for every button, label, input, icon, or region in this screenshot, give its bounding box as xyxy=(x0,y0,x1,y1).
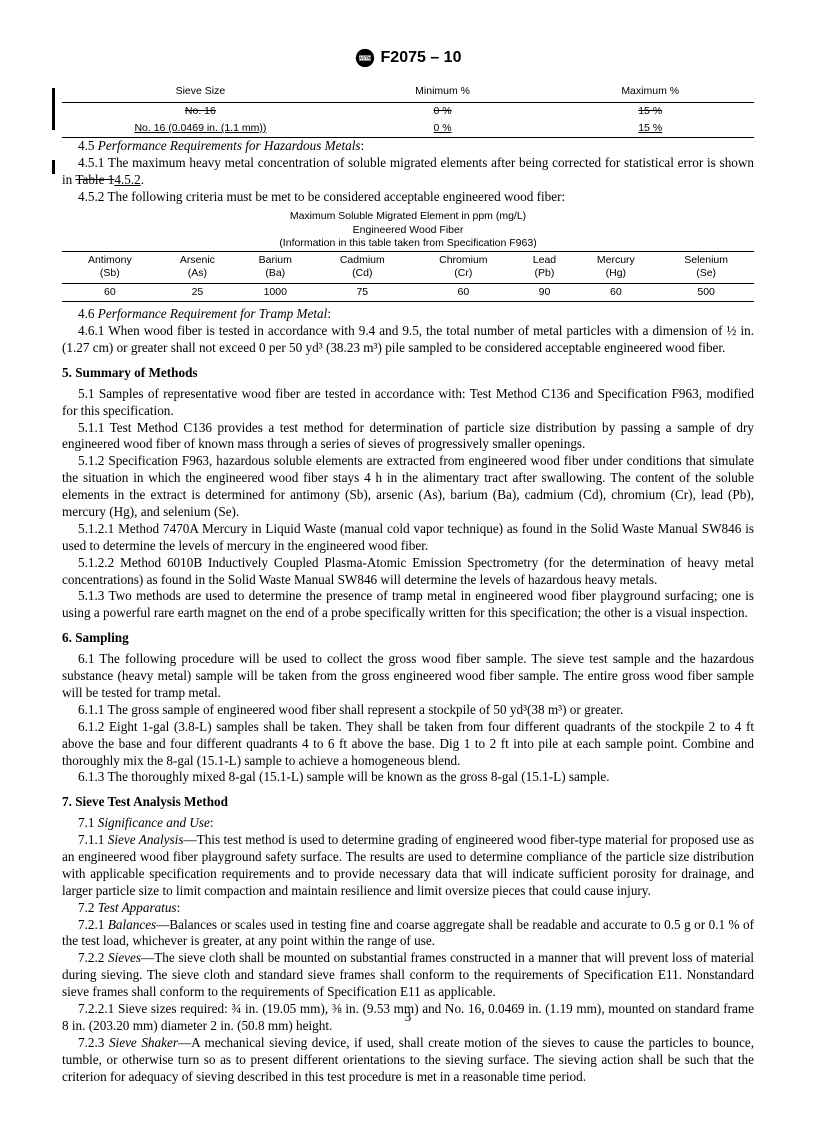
sec-7-title: 7. Sieve Test Analysis Method xyxy=(62,794,754,811)
metals-caption: Maximum Soluble Migrated Element in ppm … xyxy=(62,210,754,251)
para-4.5.2: 4.5.2 The following criteria must be met… xyxy=(62,189,754,206)
para-5.1.2.1: 5.1.2.1 Method 7470A Mercury in Liquid W… xyxy=(62,521,754,555)
col-min: Minimum % xyxy=(339,83,547,102)
para-5.1.1: 5.1.1 Test Method C136 provides a test m… xyxy=(62,420,754,454)
designation: F2075 – 10 xyxy=(381,48,462,68)
table-row: No. 16 (0.0469 in. (1.1 mm)) 0 % 15 % xyxy=(62,120,754,138)
page-header: ASTM F2075 – 10 xyxy=(62,48,754,73)
table-row: 6025 100075 6090 60500 xyxy=(62,283,754,301)
para-5.1.2: 5.1.2 Specification F963, hazardous solu… xyxy=(62,453,754,521)
para-6.1.3: 6.1.3 The thoroughly mixed 8-gal (15.1-L… xyxy=(62,769,754,786)
para-7.2.3: 7.2.3 Sieve Shaker—A mechanical sieving … xyxy=(62,1035,754,1086)
para-4.5.1: 4.5.1 The maximum heavy metal concentrat… xyxy=(62,155,754,189)
para-4.5: 4.5 Performance Requirements for Hazardo… xyxy=(62,138,754,155)
change-bar-1 xyxy=(52,88,55,130)
para-4.6: 4.6 Performance Requirement for Tramp Me… xyxy=(62,306,754,323)
svg-text:ASTM: ASTM xyxy=(359,56,371,61)
para-4.6.1: 4.6.1 When wood fiber is tested in accor… xyxy=(62,323,754,357)
sec-6-title: 6. Sampling xyxy=(62,630,754,647)
para-7.2: 7.2 Test Apparatus: xyxy=(62,900,754,917)
change-bar-2 xyxy=(52,160,55,174)
para-6.1: 6.1 The following procedure will be used… xyxy=(62,651,754,702)
para-5.1.2.2: 5.1.2.2 Method 6010B Inductively Coupled… xyxy=(62,555,754,589)
para-5.1: 5.1 Samples of representative wood fiber… xyxy=(62,386,754,420)
para-7.1.1: 7.1.1 Sieve Analysis—This test method is… xyxy=(62,832,754,900)
table-row: No. 16 0 % 15 % xyxy=(62,102,754,120)
metals-table: Antimony(Sb) Arsenic(As) Barium(Ba) Cadm… xyxy=(62,251,754,302)
col-sieve-size: Sieve Size xyxy=(62,83,339,102)
para-5.1.3: 5.1.3 Two methods are used to determine … xyxy=(62,588,754,622)
para-6.1.1: 6.1.1 The gross sample of engineered woo… xyxy=(62,702,754,719)
para-6.1.2: 6.1.2 Eight 1-gal (3.8-L) samples shall … xyxy=(62,719,754,770)
sieve-size-table: Sieve Size Minimum % Maximum % No. 16 0 … xyxy=(62,83,754,138)
astm-logo-icon: ASTM xyxy=(355,48,375,68)
para-7.2.2: 7.2.2 Sieves—The sieve cloth shall be mo… xyxy=(62,950,754,1001)
page-number: 3 xyxy=(0,1009,816,1026)
para-7.1: 7.1 Significance and Use: xyxy=(62,815,754,832)
sec-5-title: 5. Summary of Methods xyxy=(62,365,754,382)
para-7.2.1: 7.2.1 Balances—Balances or scales used i… xyxy=(62,917,754,951)
col-max: Maximum % xyxy=(546,83,754,102)
